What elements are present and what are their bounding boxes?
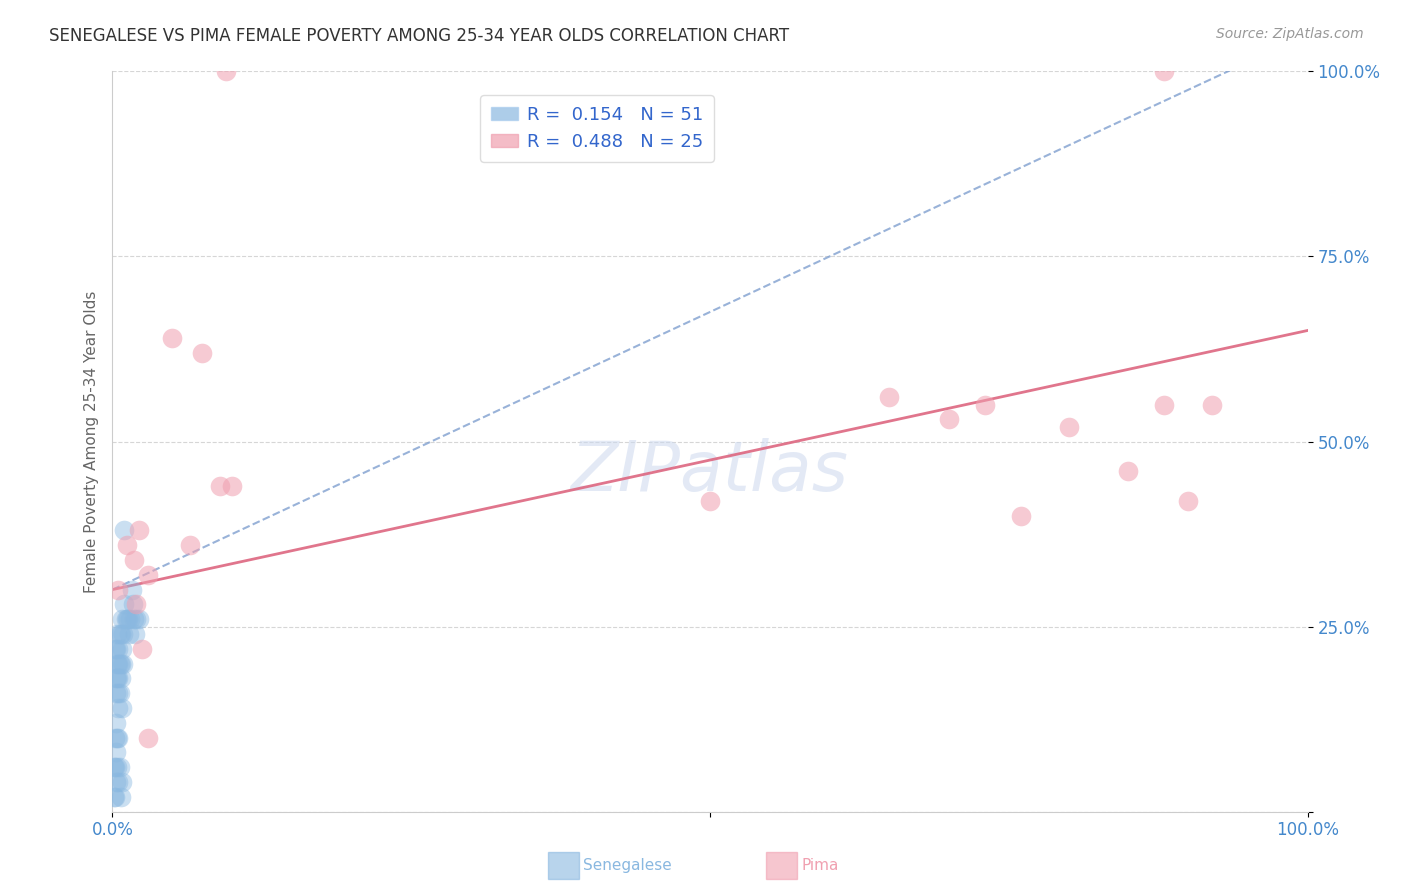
Point [1010, 508, 1032, 523]
Point [112, 627, 135, 641]
Point [107, 582, 129, 597]
Point [110, 672, 132, 686]
Point [105, 715, 128, 730]
Point [108, 686, 131, 700]
Point [121, 582, 143, 597]
Point [108, 657, 131, 671]
Point [105, 672, 128, 686]
Point [115, 612, 138, 626]
Point [108, 627, 131, 641]
Point [1201, 398, 1223, 412]
Point [124, 627, 146, 641]
Point [107, 641, 129, 656]
Point [107, 686, 129, 700]
Point [111, 612, 134, 626]
Point [1057, 419, 1080, 434]
Point [105, 641, 128, 656]
Point [107, 672, 129, 686]
Point [105, 686, 128, 700]
Text: ZIPatlas: ZIPatlas [571, 438, 849, 505]
Text: Pima: Pima [801, 858, 839, 872]
Point [112, 657, 135, 671]
Point [111, 775, 134, 789]
Point [103, 760, 125, 774]
Point [122, 553, 145, 567]
Point [105, 760, 128, 774]
Text: SENEGALESE VS PIMA FEMALE POVERTY AMONG 25-34 YEAR OLDS CORRELATION CHART: SENEGALESE VS PIMA FEMALE POVERTY AMONG … [49, 27, 789, 45]
Point [110, 627, 132, 641]
Point [107, 775, 129, 789]
Point [110, 657, 132, 671]
Point [125, 612, 148, 626]
Point [104, 731, 127, 745]
Point [105, 657, 128, 671]
Point [128, 524, 150, 538]
Point [879, 390, 901, 404]
Point [105, 627, 128, 641]
Point [138, 567, 160, 582]
Point [117, 612, 139, 626]
Point [111, 641, 134, 656]
Point [114, 598, 135, 612]
Point [131, 641, 153, 656]
Point [1118, 464, 1140, 478]
Point [114, 524, 135, 538]
Point [110, 789, 132, 804]
Point [120, 612, 142, 626]
Point [105, 731, 128, 745]
Point [111, 701, 134, 715]
Point [938, 412, 960, 426]
Point [104, 760, 127, 774]
Legend: R =  0.154   N = 51, R =  0.488   N = 25: R = 0.154 N = 51, R = 0.488 N = 25 [479, 95, 714, 161]
Point [115, 538, 138, 552]
Text: Source: ZipAtlas.com: Source: ZipAtlas.com [1216, 27, 1364, 41]
Text: Senegalese: Senegalese [583, 858, 672, 872]
Point [114, 612, 136, 626]
Point [162, 331, 183, 345]
Point [179, 538, 201, 552]
Point [121, 598, 143, 612]
Point [1153, 398, 1175, 412]
Point [105, 746, 128, 760]
Point [215, 64, 238, 78]
Point [107, 657, 129, 671]
Point [107, 731, 129, 745]
Point [107, 701, 129, 715]
Point [209, 479, 232, 493]
Point [105, 672, 128, 686]
Point [138, 731, 160, 745]
Y-axis label: Female Poverty Among 25-34 Year Olds: Female Poverty Among 25-34 Year Olds [83, 291, 98, 592]
Point [221, 479, 243, 493]
Point [699, 493, 721, 508]
Point [1153, 64, 1175, 78]
Point [122, 612, 145, 626]
Point [105, 775, 128, 789]
Point [125, 598, 148, 612]
Point [104, 641, 127, 656]
Point [974, 398, 997, 412]
Point [103, 789, 125, 804]
Point [108, 760, 131, 774]
Point [104, 789, 127, 804]
Point [128, 612, 150, 626]
Point [1177, 493, 1199, 508]
Point [191, 345, 214, 359]
Point [118, 627, 141, 641]
